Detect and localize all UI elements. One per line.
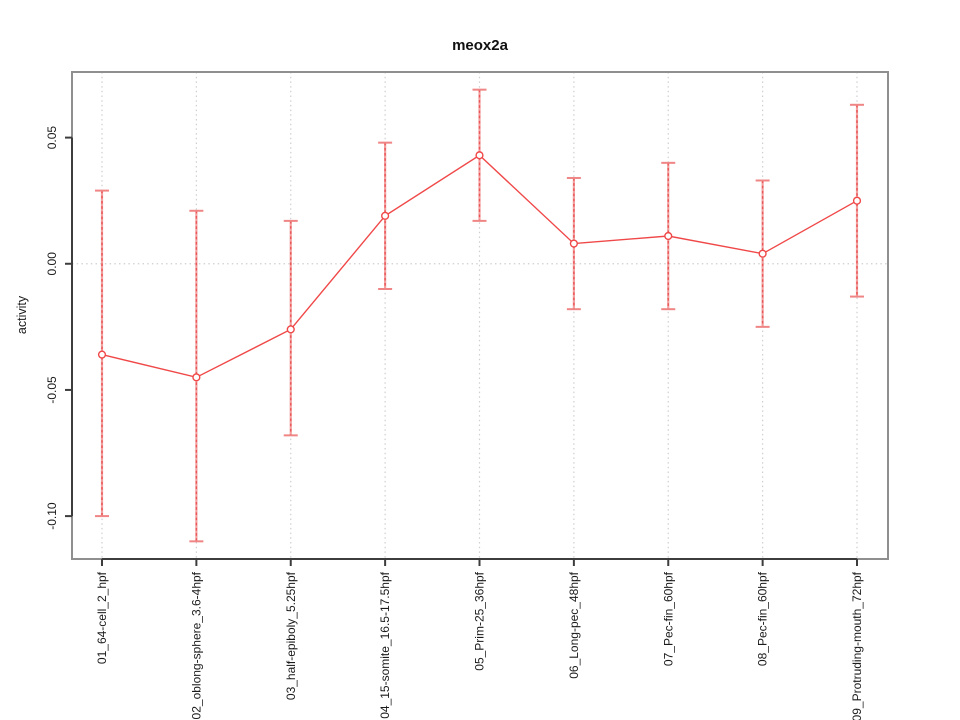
data-point: [569, 239, 578, 248]
x-tick-label: 01_64-cell_2_hpf: [95, 571, 109, 664]
data-point: [475, 151, 484, 160]
data-point: [664, 231, 673, 241]
x-tick-label: 05_Prim-25_36hpf: [473, 571, 487, 670]
x-tick-label: 02_oblong-sphere_3.6-4hpf: [189, 571, 203, 719]
chart-title: meox2a: [452, 37, 508, 54]
data-point: [192, 373, 201, 382]
data-point: [381, 211, 390, 220]
x-tick-label: 07_Pec-fin_60hpf: [661, 571, 675, 666]
y-tick-label: -0.05: [45, 376, 59, 404]
data-point: [97, 350, 107, 359]
x-tick-label: 03_half-epiboly_5.25hpf: [284, 571, 298, 700]
data-point: [852, 196, 862, 205]
x-tick-label: 08_Pec-fin_60hpf: [756, 571, 770, 666]
y-tick-label: 0.05: [45, 126, 59, 150]
x-tick-label: 04_15-somite_16.5-17.5hpf: [378, 571, 392, 718]
data-point: [758, 249, 767, 258]
x-tick-label: 06_Long-pec_48hpf: [567, 571, 581, 678]
data-point: [286, 325, 295, 334]
y-tick-label: -0.10: [45, 502, 59, 530]
x-tick-label: 09_Protruding-mouth_72hpf: [850, 571, 864, 720]
y-tick-label: 0.00: [45, 252, 59, 276]
